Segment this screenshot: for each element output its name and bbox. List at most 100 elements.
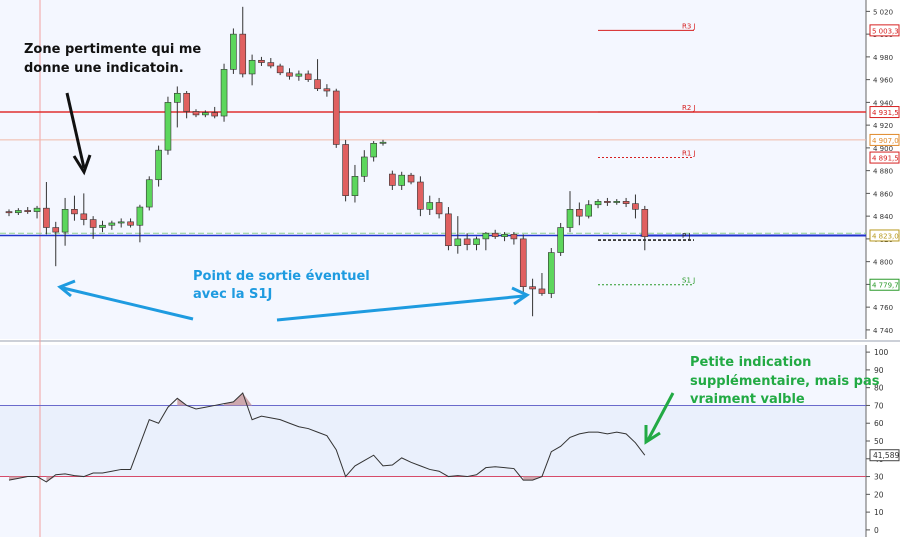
candle-body <box>557 227 564 253</box>
candle-body <box>407 174 415 183</box>
candle-body <box>71 209 78 215</box>
candle-body <box>398 174 406 186</box>
annotation-zone-line1: Zone pertimente qui me <box>24 42 201 57</box>
rsi-tick-label: 60 <box>874 419 884 428</box>
annotation-indication-line1: Petite indication <box>690 355 811 370</box>
price-tick-label: 4 740 <box>873 327 893 335</box>
rsi-zone-band <box>0 405 866 477</box>
black-arrow <box>65 92 86 169</box>
candle-body <box>192 111 200 116</box>
price-tag-text: 4 931,5 <box>872 109 899 117</box>
candle-body <box>61 209 69 233</box>
candle-body <box>230 33 237 70</box>
pivot-label: R3 J <box>682 22 696 30</box>
rsi-value-tag-box <box>869 449 900 462</box>
blue-arrowhead-right <box>511 286 531 306</box>
candle-body <box>454 238 462 247</box>
annotation-arrows <box>57 92 675 445</box>
candle-body <box>379 141 387 144</box>
annotation-indication-line2: supplémentaire, mais pas <box>690 374 880 389</box>
candle-body <box>538 288 546 294</box>
candle-body <box>155 149 162 181</box>
rsi-tick-label: 100 <box>874 348 889 357</box>
candle-body <box>473 238 480 245</box>
price-tick-label: 4 880 <box>873 168 893 176</box>
candle-body <box>127 221 134 226</box>
candle-body <box>613 201 621 203</box>
candle-body <box>323 88 331 92</box>
price-tag-text: 4 907,0 <box>872 137 899 145</box>
candle-body <box>360 156 368 177</box>
price-tag-text: 4 779,7 <box>872 282 899 290</box>
candle-body <box>220 69 228 117</box>
candle-body <box>435 202 443 215</box>
candle-body <box>33 207 41 212</box>
price-tick-label: 4 920 <box>873 122 893 130</box>
pivot-label: P J <box>682 232 691 240</box>
candlesticks <box>5 6 649 317</box>
rsi-tick-label: 50 <box>874 437 884 446</box>
rsi-axis: 100908070605040302010041,589 <box>866 348 900 535</box>
pivot-lines: R3 J R2 J R1 J P J S1 J <box>598 22 696 286</box>
candle-body <box>463 238 471 245</box>
rsi-tick-label: 20 <box>874 490 884 499</box>
rsi-tick-label: 90 <box>874 366 884 375</box>
price-tag-box <box>869 106 900 119</box>
price-tag-text: 5 003,3 <box>872 27 899 35</box>
rsi-tick-label: 0 <box>874 526 879 535</box>
candle-body <box>202 112 209 116</box>
price-tick-label: 4 840 <box>873 213 893 221</box>
blue-arrowhead-left <box>57 279 76 298</box>
candle-body <box>164 102 172 151</box>
annotation-exit-line1: Point de sortie éventuel <box>193 269 370 284</box>
candle-body <box>482 232 490 240</box>
candle-body <box>342 144 349 196</box>
price-tick-label: 4 940 <box>873 99 893 107</box>
candle-body <box>267 62 275 67</box>
candle-body <box>117 221 125 224</box>
candle-body <box>52 227 60 233</box>
candle-body <box>258 59 265 63</box>
candle-body <box>304 73 312 80</box>
blue-arrow-right <box>276 294 525 322</box>
candle-body <box>622 201 630 204</box>
candle-body <box>174 92 181 103</box>
candle-body <box>99 224 106 228</box>
candle-body <box>529 286 536 290</box>
candle-body <box>576 209 583 217</box>
black-arrowhead <box>72 154 92 176</box>
candle-body <box>547 252 555 294</box>
pivot-label: R2 J <box>682 104 696 112</box>
candle-body <box>370 143 377 158</box>
candle-body <box>632 203 639 210</box>
annotation-zone-line2: donne une indicatoin. <box>24 61 184 76</box>
rsi-line <box>8 392 646 483</box>
candle-body <box>445 213 452 247</box>
candle-body <box>417 181 424 210</box>
price-tag-text: 4 891,5 <box>872 155 899 163</box>
candle-body <box>519 238 527 287</box>
annotation-exit-line2: avec la S1J <box>193 287 272 302</box>
price-tick-label: 4 960 <box>873 77 893 85</box>
candle-body <box>239 33 247 75</box>
candle-body <box>248 59 256 75</box>
candle-body <box>332 90 340 145</box>
candle-body <box>43 207 50 228</box>
candle-body <box>604 201 611 203</box>
candle-body <box>351 176 359 196</box>
horizontal-level-lines <box>0 111 866 237</box>
candle-body <box>80 213 88 220</box>
candle-body <box>211 112 218 117</box>
annotation-indication-line3: vraiment valble <box>690 392 805 407</box>
price-tag-box <box>869 133 900 146</box>
price-tick-label: 4 860 <box>873 190 893 198</box>
candle-body <box>585 204 593 217</box>
pivot-label: S1 J <box>682 277 695 285</box>
rsi-tick-label: 70 <box>874 401 884 410</box>
green-arrowhead <box>644 425 661 445</box>
price-tick-label: 4 980 <box>873 54 893 62</box>
rsi-tick-label: 30 <box>874 473 884 482</box>
rsi-tick-label: 10 <box>874 508 884 517</box>
rsi-value-tag: 41,589 <box>873 451 899 460</box>
